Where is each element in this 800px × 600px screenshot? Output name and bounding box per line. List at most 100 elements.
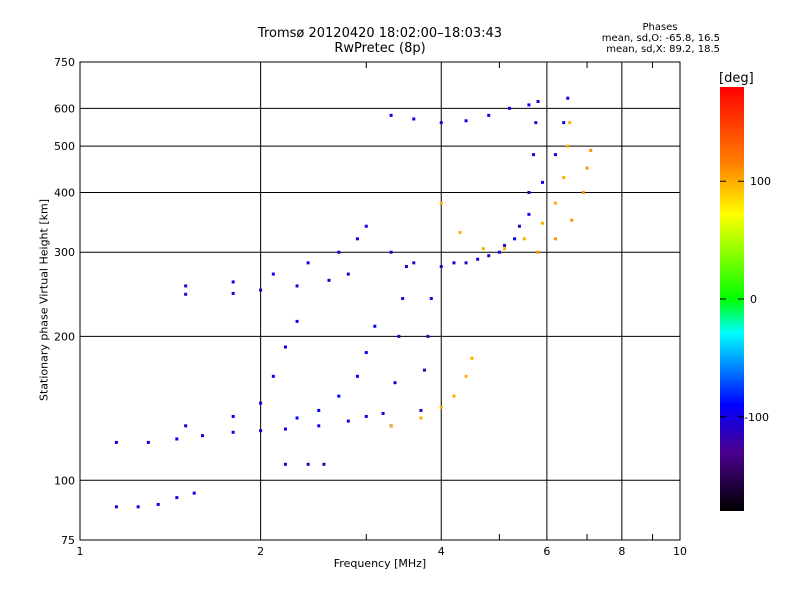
echo-point	[146, 440, 150, 444]
echo-point	[364, 351, 368, 355]
x-tick-label: 8	[618, 545, 625, 558]
echo-point	[397, 334, 401, 338]
echo-point	[192, 491, 196, 495]
echo-point	[355, 374, 359, 378]
echo-point	[439, 405, 443, 409]
echo-point	[562, 175, 566, 179]
echo-point	[327, 278, 331, 282]
echo-point	[114, 440, 118, 444]
echo-point	[458, 230, 462, 234]
echo-point	[517, 224, 521, 228]
echo-point	[452, 261, 456, 265]
phase-stats-o: mean, sd,O: -65.8, 16.5	[601, 33, 720, 44]
echo-point	[322, 462, 326, 466]
echo-point	[470, 356, 474, 360]
echo-point	[317, 408, 321, 412]
phase-stats: Phases mean, sd,O: -65.8, 16.5 mean, sd,…	[560, 22, 720, 55]
echo-point	[527, 190, 531, 194]
echo-point	[404, 265, 408, 269]
y-tick-label: 100	[54, 474, 75, 487]
echo-point	[346, 272, 350, 276]
echo-point	[412, 261, 416, 265]
echo-point	[136, 505, 140, 509]
echo-point	[295, 284, 299, 288]
echo-point	[231, 280, 235, 284]
echo-point	[231, 291, 235, 295]
echo-point	[508, 106, 512, 110]
echo-point	[464, 261, 468, 265]
echo-point	[568, 121, 572, 125]
echo-point	[231, 430, 235, 434]
echo-point	[464, 374, 468, 378]
echo-point	[114, 505, 118, 509]
echo-point	[541, 221, 545, 225]
echo-point	[439, 265, 443, 269]
x-tick-label: 1	[77, 545, 84, 558]
x-tick-label: 10	[673, 545, 687, 558]
echo-point	[295, 416, 299, 420]
echo-point	[401, 297, 405, 301]
echo-point	[271, 374, 275, 378]
echo-point	[562, 121, 566, 125]
echo-point	[570, 218, 574, 222]
y-tick-labels: 75 100 200 300 400 500 600 750	[54, 56, 75, 547]
echo-point	[259, 429, 263, 433]
echo-point	[156, 502, 160, 506]
echo-point	[389, 250, 393, 254]
echo-point	[476, 257, 480, 261]
echo-point	[355, 237, 359, 241]
x-tick-label: 6	[543, 545, 550, 558]
echo-point	[522, 237, 526, 241]
echo-point	[393, 381, 397, 385]
echo-point	[175, 496, 179, 500]
echo-point	[271, 272, 275, 276]
echo-point	[346, 419, 350, 423]
grid-lines	[79, 61, 681, 541]
echo-point	[553, 153, 557, 157]
echo-point	[184, 284, 188, 288]
echo-point	[184, 424, 188, 428]
echo-point	[419, 416, 423, 420]
echo-point	[295, 319, 299, 323]
echo-point	[497, 250, 501, 254]
title-line-1: Tromsø 20120420 18:02:00–18:03:43	[257, 26, 503, 41]
echo-point	[389, 113, 393, 117]
echo-point	[585, 166, 589, 170]
y-tick-label: 400	[54, 186, 75, 199]
echo-point	[283, 345, 287, 349]
echo-point	[422, 368, 426, 372]
echo-point	[532, 153, 536, 157]
title-line-2: RwPretec (8p)	[334, 41, 426, 56]
echo-point	[429, 297, 433, 301]
phase-stats-x: mean, sd,X: 89.2, 18.5	[606, 44, 720, 55]
echo-point	[464, 119, 468, 123]
echo-point	[364, 414, 368, 418]
echo-point	[553, 237, 557, 241]
echo-point	[184, 292, 188, 296]
echo-point	[487, 113, 491, 117]
echo-point	[503, 243, 507, 247]
echo-point	[534, 121, 538, 125]
echo-point	[337, 250, 341, 254]
echo-point	[513, 237, 517, 241]
echo-point	[419, 408, 423, 412]
echo-point	[283, 427, 287, 431]
y-tick-label: 300	[54, 246, 75, 259]
colorbar-tick-label: -100	[744, 411, 769, 424]
colorbar-unit: [deg]	[719, 71, 754, 86]
echo-point	[412, 117, 416, 121]
y-tick-label: 75	[61, 534, 75, 547]
echo-point	[566, 96, 570, 100]
y-tick-label: 500	[54, 140, 75, 153]
x-tick-labels: 1 2 4 6 8 10	[77, 545, 688, 558]
y-tick-label: 600	[54, 102, 75, 115]
echo-point	[536, 250, 540, 254]
echo-point	[373, 324, 377, 328]
x-tick-label: 4	[438, 545, 445, 558]
echo-point	[527, 103, 531, 107]
echo-point	[306, 261, 310, 265]
echo-point	[487, 254, 491, 258]
echo-point	[553, 201, 557, 205]
colorbar-tick-label: 100	[750, 175, 771, 188]
echo-point	[527, 212, 531, 216]
